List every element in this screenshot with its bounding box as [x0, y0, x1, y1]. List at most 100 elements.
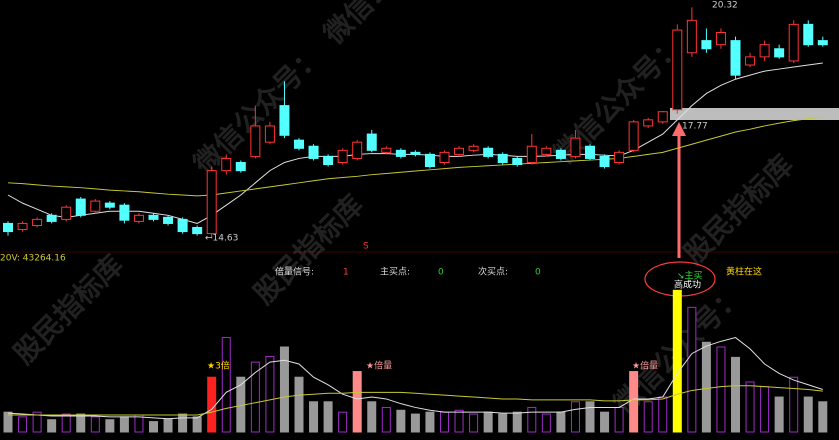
candle-body	[526, 145, 537, 163]
volume-bar	[47, 419, 57, 433]
volume-bar	[483, 411, 493, 433]
candle-body	[788, 23, 799, 62]
volume-bar	[585, 401, 595, 433]
volume-bar	[556, 411, 566, 433]
volume-bar	[367, 401, 377, 433]
candle-body	[774, 48, 785, 58]
candle-body	[206, 170, 217, 235]
candle-body	[701, 40, 712, 50]
ma-label: 20V: 43264.16	[0, 254, 66, 264]
candle-body	[643, 119, 654, 127]
candle-body	[366, 133, 377, 151]
arrow-head	[672, 122, 686, 136]
candle-body	[817, 40, 828, 46]
candle-body	[3, 222, 13, 233]
volume-bar	[658, 396, 668, 433]
volume-bar	[32, 411, 42, 433]
volume-bar	[61, 413, 71, 433]
candle-body	[628, 121, 639, 151]
volume-bar	[818, 401, 828, 433]
volume-bar	[803, 396, 813, 433]
candle-body	[803, 23, 814, 46]
price-annotation: 20.32	[712, 1, 738, 11]
candle-body	[541, 147, 552, 155]
signal-marker: S	[363, 242, 369, 252]
candle-body	[483, 147, 494, 157]
bar-label: ↘主买	[677, 270, 703, 282]
volume-bar	[149, 421, 158, 433]
candle-body	[424, 153, 435, 168]
candle-body	[745, 56, 756, 66]
volume-bar	[381, 406, 391, 433]
volume-bar	[541, 413, 551, 433]
volume-bar	[192, 416, 202, 433]
volume-bar	[90, 416, 100, 433]
volume-bar	[643, 401, 653, 433]
volume-bar	[701, 341, 711, 433]
candle-body	[46, 214, 57, 222]
candle-body	[133, 214, 144, 222]
candle-body	[32, 218, 43, 226]
candle-body	[104, 202, 115, 208]
volume-bar	[570, 401, 580, 433]
signal-label: 主买点:	[380, 266, 410, 278]
volume-bar	[338, 411, 348, 433]
candle-body	[177, 218, 188, 233]
volume-bar	[731, 356, 740, 433]
candle-body	[672, 29, 683, 111]
candle-body	[75, 198, 86, 216]
volume-bar	[207, 376, 217, 433]
volume-bar	[250, 361, 260, 433]
candle-body	[555, 149, 566, 159]
candle-body	[454, 147, 465, 155]
volume-bar	[323, 401, 333, 433]
volume-bar	[600, 411, 610, 433]
volume-bar	[454, 409, 464, 433]
signal-value: 0	[438, 268, 444, 278]
candle-body	[250, 125, 261, 157]
volume-bar	[309, 401, 319, 433]
price-annotation: 17.77	[682, 122, 708, 132]
volume-bar	[410, 413, 420, 433]
candle-body	[439, 151, 450, 163]
candle-body	[599, 155, 610, 168]
volume-bar	[279, 346, 289, 433]
candle-body	[90, 200, 101, 212]
candle-body	[221, 157, 232, 172]
volume-bar	[425, 411, 435, 433]
bar-label: ★3倍	[207, 360, 230, 372]
candle-body	[585, 145, 595, 159]
volume-bar	[163, 418, 173, 433]
candle-body	[468, 145, 479, 151]
candle-body	[715, 32, 726, 46]
volume-bar	[469, 413, 479, 433]
candle-body	[264, 125, 275, 143]
volume-bar	[512, 411, 522, 433]
signal-label: 次买点:	[478, 266, 508, 278]
volume-bar	[221, 337, 231, 433]
volume-bar	[498, 413, 508, 433]
volume-bar	[396, 409, 406, 433]
candle-body	[497, 153, 508, 163]
volume-bar	[105, 419, 115, 433]
candle-body	[570, 137, 581, 157]
signal-value: 1	[343, 268, 349, 278]
volume-bar	[774, 396, 784, 433]
volume-bar	[745, 381, 755, 433]
volume-bar	[119, 416, 129, 433]
candle-body	[294, 139, 304, 149]
candle-body	[686, 19, 697, 54]
candle-body	[148, 214, 159, 220]
bar-label: ★倍量	[632, 360, 658, 372]
volume-bar	[614, 406, 624, 433]
bar-label: 高成功	[674, 279, 701, 291]
volume-bar	[76, 413, 86, 433]
callout: 黄柱在这	[726, 266, 762, 278]
candle-body	[614, 151, 625, 163]
candle-body	[657, 111, 668, 123]
volume-bar	[629, 371, 639, 433]
highlight-bar	[670, 108, 839, 120]
candle-body	[192, 227, 203, 235]
volume-bar	[760, 386, 770, 433]
